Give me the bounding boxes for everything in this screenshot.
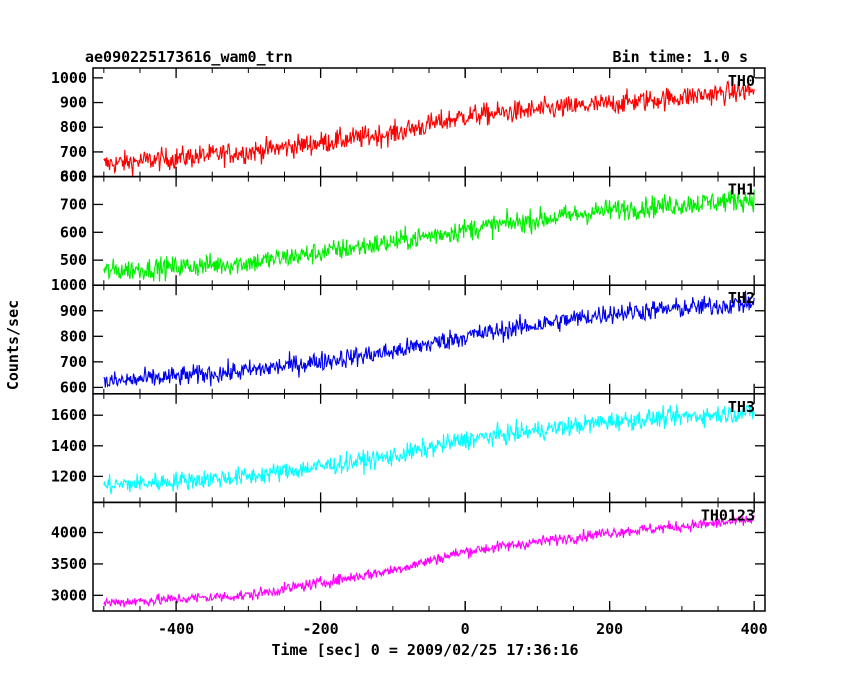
panel-label: TH0: [728, 72, 755, 90]
y-tick-label: 3500: [51, 555, 87, 573]
panel-th1: 500 600 700 800 TH1: [60, 168, 766, 286]
y-tick-label: 1400: [51, 437, 87, 455]
y-tick-label: 800: [60, 327, 87, 345]
x-axis-label: Time [sec] 0 = 2009/02/25 17:36:16: [271, 641, 578, 659]
y-tick-label: 1000: [51, 69, 87, 87]
x-tick-label: 400: [741, 620, 768, 638]
y-tick-label: 4000: [51, 524, 87, 542]
bin-time-label: Bin time: 1.0 s: [613, 48, 748, 66]
y-tick-label: 3000: [51, 586, 87, 604]
y-tick-label: 900: [60, 302, 87, 320]
y-axis-label: Counts/sec: [4, 300, 22, 390]
series-line-th2: [103, 290, 755, 388]
y-tick-label: 700: [60, 195, 87, 213]
x-tick-label: 0: [461, 620, 470, 638]
panel-th0: 600 700 800 900 1000 TH0: [51, 67, 766, 186]
y-tick-label: 600: [60, 168, 87, 186]
y-tick-label: 600: [60, 223, 87, 241]
y-tick-label: 700: [60, 353, 87, 371]
y-tick-label: 1600: [51, 406, 87, 424]
y-tick-label: 1200: [51, 467, 87, 485]
y-tick-label: 600: [60, 378, 87, 396]
chart-title: ae090225173616_wam0_trn: [85, 48, 293, 66]
y-tick-label: 800: [60, 118, 87, 136]
series-line-th1: [103, 189, 755, 282]
x-tick-label: 200: [596, 620, 623, 638]
panel-label: TH0123: [701, 506, 755, 524]
x-tick-label: -200: [303, 620, 339, 638]
panel-label: TH1: [728, 181, 755, 199]
x-tick-label: -400: [158, 620, 194, 638]
y-tick-label: 1000: [51, 276, 87, 294]
panel-frame: [92, 284, 766, 395]
panel-label: TH2: [728, 289, 755, 307]
y-tick-label: 900: [60, 94, 87, 112]
y-tick-label: 700: [60, 143, 87, 161]
series-line-th3: [103, 404, 755, 495]
panel-th2: 600 700 800 900 1000 TH2: [51, 276, 766, 396]
panel-label: TH3: [728, 398, 755, 416]
y-tick-label: 500: [60, 251, 87, 269]
series-line-th0: [103, 79, 755, 177]
panel-th0123: 3000 3500 4000 TH0123: [51, 501, 766, 612]
panels: 600 700 800 900 1000 TH0 500 600 700 800 TH1 600 700…: [51, 67, 766, 612]
series-line-th0123: [103, 513, 755, 608]
x-axis: -400 -200 0 200 400: [158, 620, 768, 638]
panel-frame: [92, 501, 766, 612]
panel-th3: 1200 1400 1600 TH3: [51, 393, 766, 504]
y-tick-label: 800: [60, 168, 87, 186]
